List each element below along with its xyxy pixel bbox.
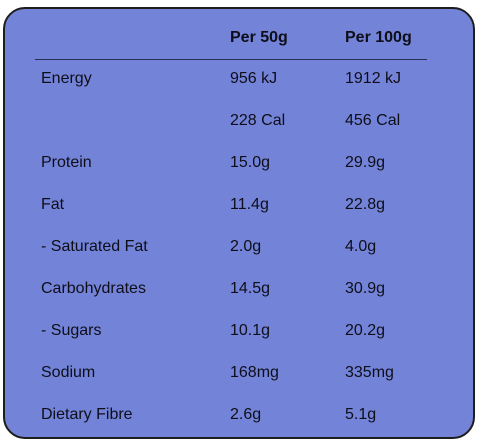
value-per-50g: 10.1g [230, 322, 271, 339]
table-row-energy: Energy 956 kJ 1912 kJ [5, 69, 473, 89]
header-per-50g: Per 50g [230, 29, 288, 46]
value-per-100g: 22.8g [345, 196, 386, 213]
nutrient-label: Dietary Fibre [41, 406, 133, 423]
value-per-100g: 29.9g [345, 154, 386, 171]
value-per-50g: 2.0g [230, 238, 262, 255]
value-per-100g: 4.0g [345, 238, 377, 255]
header-divider [35, 59, 427, 60]
value-per-100g: 5.1g [345, 406, 377, 423]
value-per-50g: 11.4g [230, 196, 269, 213]
value-per-100g: 30.9g [345, 280, 386, 297]
table-row-energy-cal: 228 Cal 456 Cal [5, 111, 473, 131]
nutrient-label: Sodium [41, 364, 96, 381]
table-row-dietary-fibre: Dietary Fibre 2.6g 5.1g [5, 405, 473, 425]
value-per-50g: 15.0g [230, 154, 271, 171]
nutrient-label: Fat [41, 196, 65, 213]
value-per-50g: 228 Cal [230, 112, 286, 129]
header-per-100g: Per 100g [345, 29, 412, 46]
value-per-100g: 20.2g [345, 322, 386, 339]
value-per-50g: 14.5g [230, 280, 271, 297]
table-row-carbohydrates: Carbohydrates 14.5g 30.9g [5, 279, 473, 299]
nutrient-label: Energy [41, 70, 92, 87]
table-row-fat: Fat 11.4g 22.8g [5, 195, 473, 215]
table-header-row: Per 50g Per 100g [5, 9, 473, 61]
value-per-100g: 456 Cal [345, 112, 401, 129]
table-row-protein: Protein 15.0g 29.9g [5, 153, 473, 173]
table-row-sodium: Sodium 168mg 335mg [5, 363, 473, 383]
nutrition-table: Per 50g Per 100g Energy 956 kJ 1912 kJ 2… [3, 7, 475, 439]
nutrient-label: - Saturated Fat [41, 238, 148, 255]
table-row-saturated-fat: - Saturated Fat 2.0g 4.0g [5, 237, 473, 257]
value-per-100g: 1912 kJ [345, 70, 402, 87]
nutrient-label: - Sugars [41, 322, 102, 339]
nutrient-label: Carbohydrates [41, 280, 146, 297]
value-per-100g: 335mg [345, 364, 394, 381]
nutrient-label: Protein [41, 154, 92, 171]
value-per-50g: 168mg [230, 364, 279, 381]
table-row-sugars: - Sugars 10.1g 20.2g [5, 321, 473, 341]
value-per-50g: 956 kJ [230, 70, 278, 87]
value-per-50g: 2.6g [230, 406, 262, 423]
